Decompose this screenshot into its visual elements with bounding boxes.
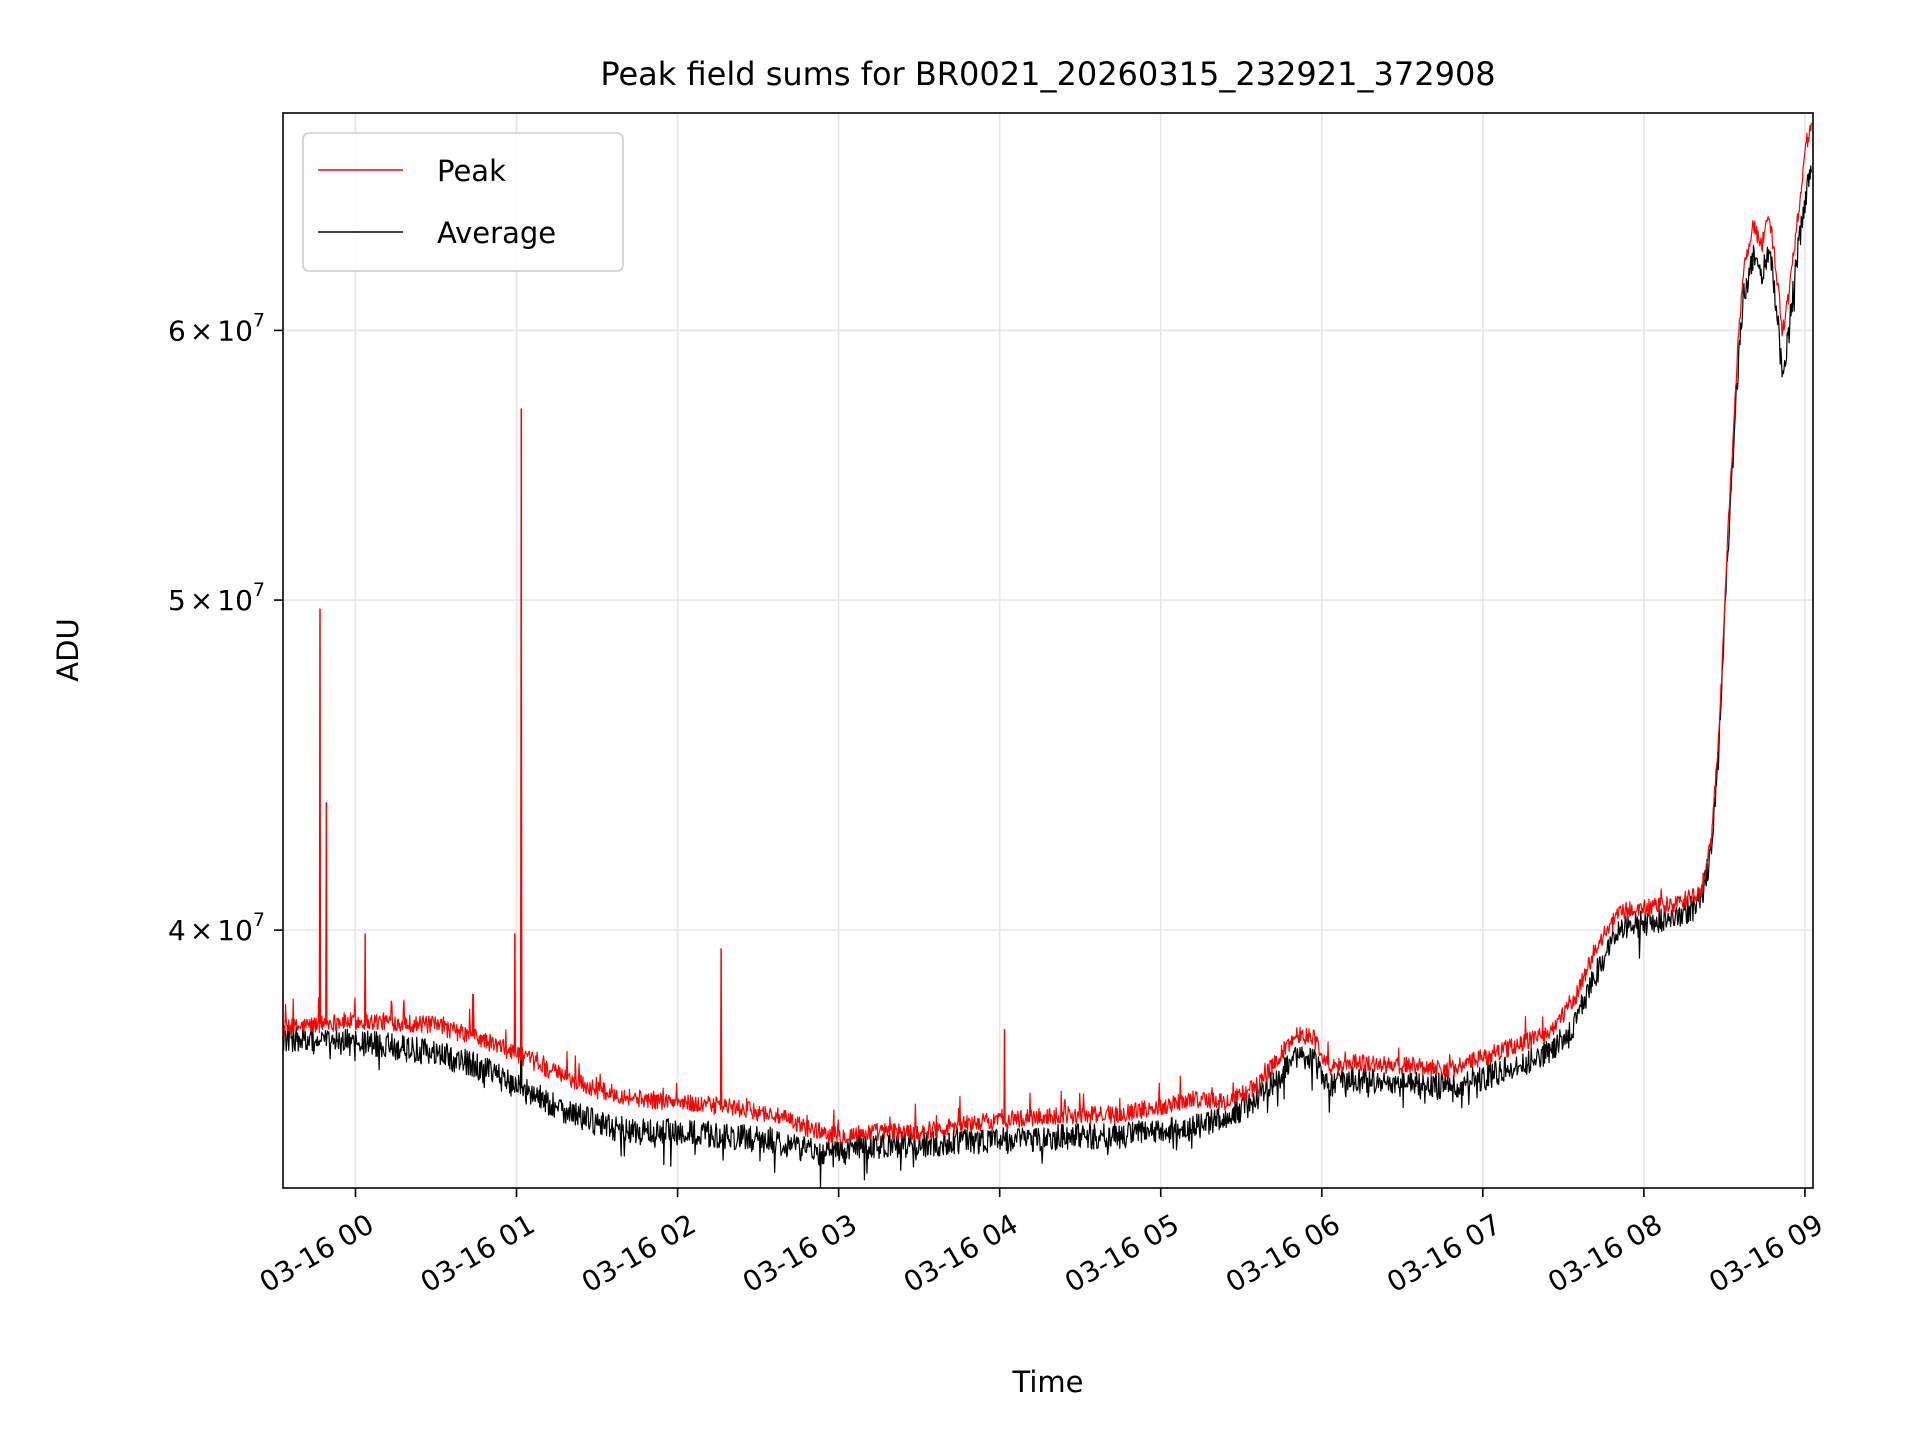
x-axis-label: Time — [1012, 1365, 1084, 1399]
y-tick-label: 4 × 107 — [168, 909, 265, 947]
y-tick-label: 5 × 107 — [168, 579, 265, 617]
y-axis: 4 × 107 5 × 107 6 × 107 — [168, 309, 283, 947]
y-tick-label: 6 × 107 — [168, 309, 265, 347]
series-line-average — [283, 165, 1812, 1188]
series-layer — [283, 122, 1812, 1188]
legend-label-average: Average — [437, 216, 556, 250]
legend: Peak Average — [302, 132, 624, 272]
grid — [283, 113, 1813, 1188]
plot-area — [283, 122, 1812, 1188]
y-axis-label: ADU — [51, 618, 85, 681]
legend-label-peak: Peak — [437, 154, 506, 188]
legend-frame — [302, 132, 624, 272]
chart-title: Peak field sums for BR0021_20260315_2329… — [600, 55, 1495, 93]
series-line-peak — [283, 122, 1812, 1145]
axes-frame — [282, 112, 1814, 1189]
